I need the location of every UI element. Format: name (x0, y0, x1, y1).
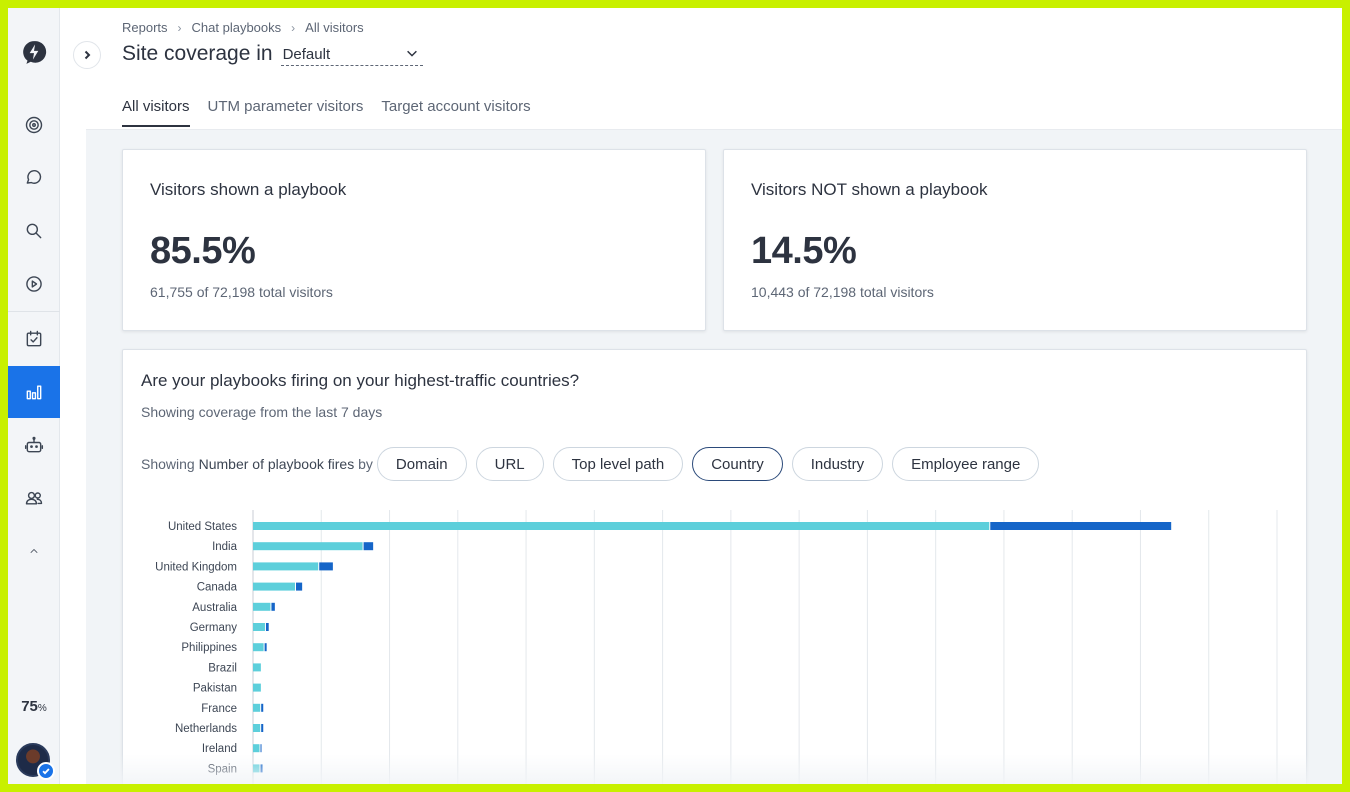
main-content: Visitors shown a playbook 85.5% 61,755 o… (86, 130, 1342, 784)
filter-url-button[interactable]: URL (475, 447, 544, 481)
status-check-icon (37, 762, 55, 780)
bar-segment-1-germany[interactable] (265, 623, 269, 631)
bar-segment-1-philippines[interactable] (264, 643, 267, 652)
filter-country-button[interactable]: Country (692, 447, 783, 481)
bar-segment-1-australia[interactable] (271, 602, 275, 611)
chat-icon[interactable] (8, 152, 60, 204)
sidebar-divider (8, 311, 60, 312)
tab-target-account-visitors[interactable]: Target account visitors (381, 98, 531, 115)
chart-card-title: Are your playbooks firing on your highes… (141, 371, 580, 390)
bar-segment-0-united-kingdom[interactable] (253, 562, 319, 571)
logo-icon[interactable] (8, 26, 60, 78)
calendar-check-icon[interactable] (8, 313, 60, 365)
category-label: Philippines (181, 642, 237, 654)
users-icon[interactable] (8, 472, 60, 524)
bar-segment-0-spain[interactable] (253, 764, 260, 773)
title-row: Site coverage in Default (122, 42, 423, 66)
playbook-group-select[interactable]: Default (280, 42, 423, 66)
breadcrumb-chat-playbooks[interactable]: Chat playbooks (191, 20, 282, 35)
category-label: Pakistan (193, 683, 237, 695)
bar-segment-0-australia[interactable] (253, 602, 271, 611)
breadcrumb: Reports › Chat playbooks › All visitors (122, 20, 364, 35)
bar-segment-0-brazil[interactable] (253, 663, 261, 672)
bar-segment-0-germany[interactable] (253, 623, 265, 631)
category-label: United States (168, 521, 237, 533)
target-icon[interactable] (8, 99, 60, 151)
bar-segment-0-pakistan[interactable] (253, 683, 261, 692)
zoom-level: 75% (21, 698, 47, 715)
reports-chart-icon[interactable] (8, 366, 60, 418)
filter-label: Showing Number of playbook fires by (141, 456, 373, 472)
category-label: Netherlands (175, 723, 237, 735)
page-header: Reports › Chat playbooks › All visitors … (86, 8, 1342, 130)
sidebar: 75% (8, 8, 60, 784)
app-frame: 75% Reports › Chat playbooks › All visit… (8, 8, 1342, 784)
filter-domain-button[interactable]: Domain (376, 447, 467, 481)
expand-sidebar-button[interactable] (73, 41, 101, 69)
bar-segment-0-united-states[interactable] (253, 522, 990, 530)
bar-segment-1-united-kingdom[interactable] (319, 562, 333, 571)
chevron-right-icon (84, 50, 91, 60)
card-subtext: 61,755 of 72,198 total visitors (150, 284, 333, 300)
search-icon[interactable] (8, 205, 60, 257)
visitors-shown-card: Visitors shown a playbook 85.5% 61,755 o… (122, 149, 706, 331)
card-subtext: 10,443 of 72,198 total visitors (751, 284, 934, 300)
category-label: Spain (208, 763, 237, 775)
tab-utm-parameter-visitors[interactable]: UTM parameter visitors (207, 98, 364, 115)
bar-segment-1-ireland[interactable] (260, 744, 262, 753)
bar-segment-1-india[interactable] (363, 542, 374, 551)
breadcrumb-reports[interactable]: Reports (122, 20, 168, 35)
category-label: Germany (190, 622, 238, 634)
tab-bar: All visitors UTM parameter visitors Targ… (122, 98, 531, 127)
category-label: France (201, 703, 237, 715)
bar-segment-1-united-states[interactable] (990, 522, 1172, 530)
bar-segment-1-netherlands[interactable] (261, 724, 264, 732)
breadcrumb-separator-icon: › (291, 20, 296, 35)
breadcrumb-separator-icon: › (177, 20, 182, 35)
card-value: 14.5% (751, 230, 857, 272)
card-title: Visitors shown a playbook (150, 180, 347, 199)
filter-employee-range-button[interactable]: Employee range (892, 447, 1040, 481)
filter-industry-button[interactable]: Industry (791, 447, 884, 481)
filter-top-level-path-button[interactable]: Top level path (552, 447, 684, 481)
country-coverage-card: Are your playbooks firing on your highes… (122, 349, 1307, 784)
breadcrumb-all-visitors: All visitors (305, 20, 364, 35)
bar-segment-0-canada[interactable] (253, 582, 296, 591)
bot-icon[interactable] (8, 419, 60, 471)
bar-segment-0-netherlands[interactable] (253, 724, 261, 732)
category-label: Canada (197, 582, 238, 594)
visitors-not-shown-card: Visitors NOT shown a playbook 14.5% 10,4… (723, 149, 1307, 331)
bar-segment-0-india[interactable] (253, 542, 363, 551)
chevron-down-icon (406, 50, 417, 57)
chart-svg: United States India United Kingdom Canada Au… (155, 510, 1278, 784)
bar-segment-1-france[interactable] (261, 703, 264, 712)
category-label: India (212, 541, 238, 553)
category-label: Australia (192, 602, 237, 614)
card-title: Visitors NOT shown a playbook (751, 180, 988, 199)
bar-segment-1-canada[interactable] (296, 582, 303, 591)
category-label: Ireland (202, 743, 237, 755)
chart-card-subtitle: Showing coverage from the last 7 days (141, 404, 383, 420)
card-value: 85.5% (150, 230, 256, 272)
chevron-up-icon[interactable] (8, 525, 60, 577)
bar-segment-1-spain[interactable] (260, 764, 263, 773)
bar-segment-0-france[interactable] (253, 703, 261, 712)
dimension-filter-row: Showing Number of playbook fires by Doma… (141, 447, 1048, 481)
play-circle-icon[interactable] (8, 258, 60, 310)
country-bar-chart: United States India United Kingdom Canada Au… (123, 510, 1305, 784)
bar-segment-0-ireland[interactable] (253, 744, 260, 753)
bar-segment-0-philippines[interactable] (253, 643, 264, 652)
select-value: Default (282, 46, 331, 63)
category-label: Brazil (208, 662, 237, 674)
tab-all-visitors[interactable]: All visitors (122, 98, 190, 127)
page-title: Site coverage in (122, 42, 273, 65)
filter-metric[interactable]: Number of playbook fires (198, 456, 355, 472)
category-label: United Kingdom (155, 561, 237, 573)
